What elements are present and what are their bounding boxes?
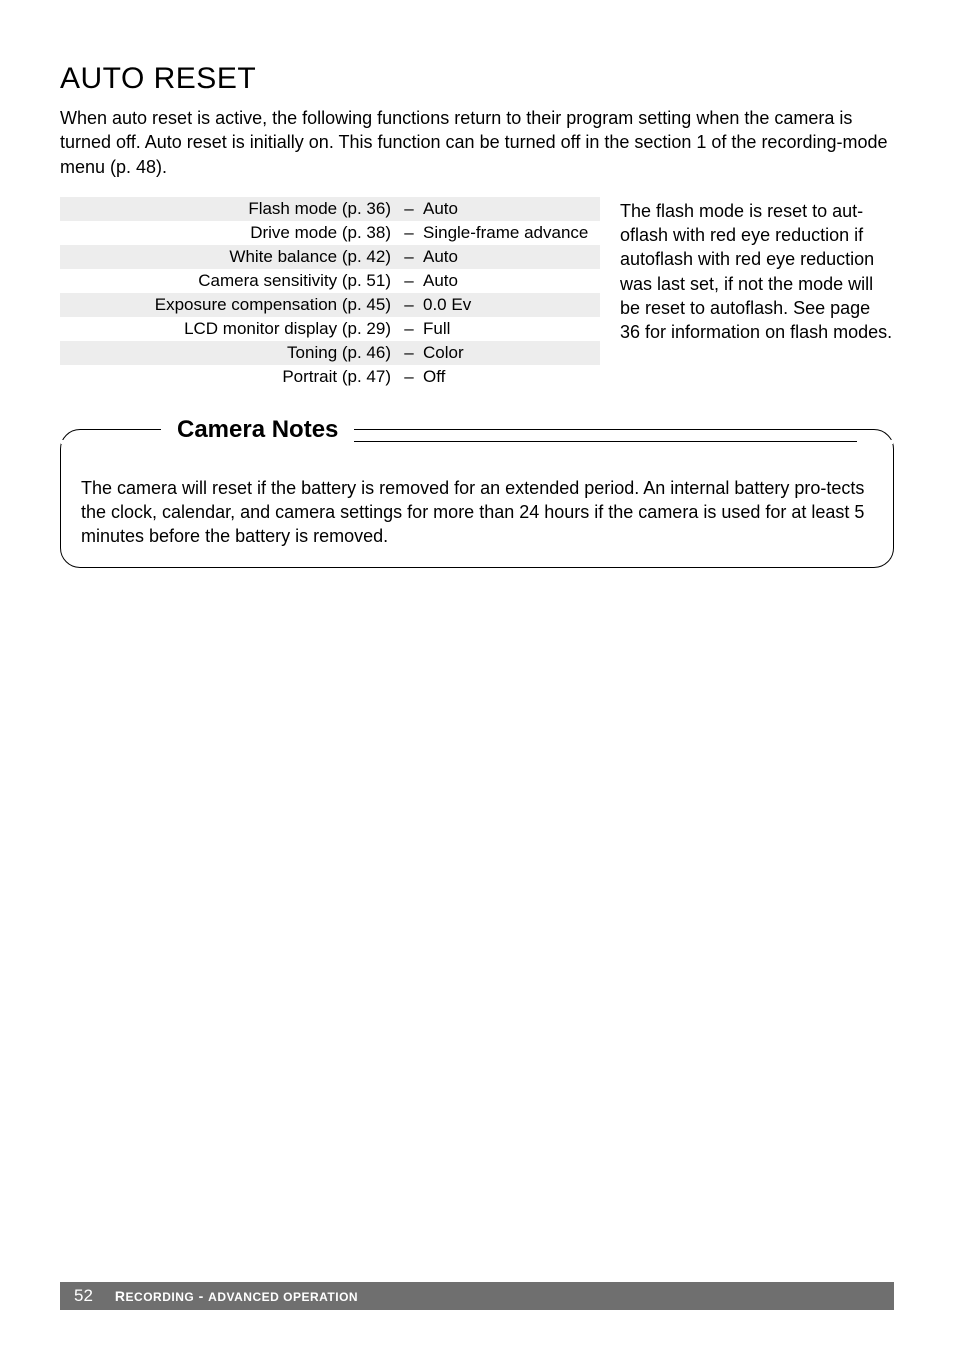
dash: – — [397, 247, 421, 267]
notes-body: The camera will reset if the battery is … — [81, 476, 873, 549]
footer-section: RECORDING - ADVANCED OPERATION — [115, 1288, 358, 1304]
heading-line — [354, 440, 893, 444]
table-row: Flash mode (p. 36) – Auto — [60, 197, 600, 221]
dash: – — [397, 199, 421, 219]
notes-heading: Camera Notes — [161, 416, 354, 444]
side-note: The flash mode is reset to aut-oflash wi… — [620, 197, 894, 389]
setting-value: Off — [421, 367, 600, 387]
setting-label: Exposure compensation (p. 45) — [60, 295, 397, 315]
page-footer: 52 RECORDING - ADVANCED OPERATION — [60, 1282, 894, 1310]
setting-value: Auto — [421, 271, 600, 291]
table-row: Toning (p. 46) – Color — [60, 341, 600, 365]
table-row: Drive mode (p. 38) – Single-frame advanc… — [60, 221, 600, 245]
table-row: Exposure compensation (p. 45) – 0.0 Ev — [60, 293, 600, 317]
table-row: White balance (p. 42) – Auto — [60, 245, 600, 269]
setting-value: Single-frame advance — [421, 223, 600, 243]
page: AUTO RESET When auto reset is active, th… — [0, 0, 954, 1352]
settings-table: Flash mode (p. 36) – Auto Drive mode (p.… — [60, 197, 600, 389]
setting-label: Camera sensitivity (p. 51) — [60, 271, 397, 291]
table-row: Portrait (p. 47) – Off — [60, 365, 600, 389]
setting-value: Color — [421, 343, 600, 363]
intro-paragraph: When auto reset is active, the following… — [60, 106, 894, 179]
setting-label: LCD monitor display (p. 29) — [60, 319, 397, 339]
dash: – — [397, 295, 421, 315]
setting-label: Flash mode (p. 36) — [60, 199, 397, 219]
table-row: Camera sensitivity (p. 51) – Auto — [60, 269, 600, 293]
dash: – — [397, 223, 421, 243]
setting-label: Toning (p. 46) — [60, 343, 397, 363]
dash: – — [397, 343, 421, 363]
setting-label: Drive mode (p. 38) — [60, 223, 397, 243]
setting-value: Auto — [421, 247, 600, 267]
setting-value: 0.0 Ev — [421, 295, 600, 315]
setting-label: White balance (p. 42) — [60, 247, 397, 267]
notes-heading-wrap: Camera Notes — [61, 428, 893, 456]
table-row: LCD monitor display (p. 29) – Full — [60, 317, 600, 341]
setting-value: Auto — [421, 199, 600, 219]
dash: – — [397, 271, 421, 291]
setting-value: Full — [421, 319, 600, 339]
setting-label: Portrait (p. 47) — [60, 367, 397, 387]
page-title: AUTO RESET — [60, 62, 894, 96]
dash: – — [397, 367, 421, 387]
camera-notes-box: Camera Notes The camera will reset if th… — [60, 429, 894, 568]
page-number: 52 — [74, 1286, 93, 1306]
dash: – — [397, 319, 421, 339]
content-row: Flash mode (p. 36) – Auto Drive mode (p.… — [60, 197, 894, 389]
heading-gap — [61, 440, 161, 444]
